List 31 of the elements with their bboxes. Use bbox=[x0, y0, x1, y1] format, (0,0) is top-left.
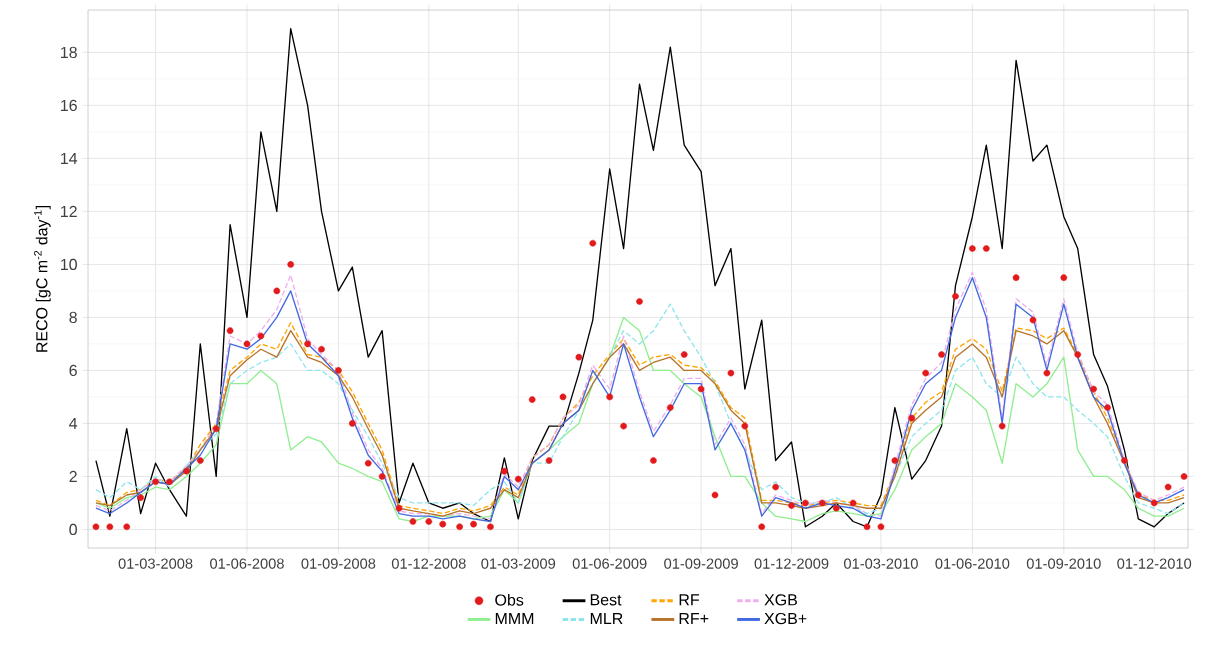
y-tick-label: 2 bbox=[69, 470, 77, 483]
x-tick-label: 01-12-2008 bbox=[391, 558, 466, 569]
y-tick-label: 12 bbox=[61, 205, 77, 217]
legend-label: MMM bbox=[495, 612, 534, 624]
y-axis-title: RECO [gC m$^{-2}$ day$^{-1}$] bbox=[34, 205, 51, 352]
x-tick-label: 01-09-2009 bbox=[664, 558, 738, 569]
x-tick-label: 01-06-2008 bbox=[210, 558, 284, 569]
legend-label: XGB+ bbox=[764, 612, 807, 625]
x-tick-label: 01-09-2008 bbox=[301, 558, 376, 569]
x-tick-label: 01-03-2008 bbox=[118, 558, 193, 569]
legend-label: Best bbox=[590, 594, 622, 606]
x-tick-label: 01-09-2010 bbox=[1026, 558, 1101, 569]
legend-label: MLR bbox=[590, 612, 623, 624]
x-tick-label: 01-03-2009 bbox=[481, 558, 556, 569]
legend-label: RF bbox=[679, 594, 700, 606]
legend-label: RF+ bbox=[679, 612, 709, 624]
x-tick-label: 01-03-2010 bbox=[844, 558, 918, 569]
y-tick-label: 10 bbox=[61, 258, 77, 271]
x-tick-label: 01-12-2010 bbox=[1117, 558, 1192, 569]
y-tick-label: 16 bbox=[61, 99, 77, 112]
y-tick-label: 18 bbox=[61, 46, 77, 59]
x-tick-label: 01-12-2009 bbox=[754, 558, 829, 569]
x-tick-label: 01-06-2009 bbox=[572, 558, 647, 569]
y-tick-label: 8 bbox=[69, 311, 77, 324]
legend-label: XGB bbox=[764, 594, 797, 606]
legend-label: Obs bbox=[495, 593, 524, 606]
y-tick-label: 0 bbox=[69, 523, 77, 536]
y-tick-label: 14 bbox=[61, 152, 78, 164]
y-tick-label: 4 bbox=[69, 417, 78, 429]
x-tick-label: 01-06-2010 bbox=[935, 558, 1010, 569]
y-tick-label: 6 bbox=[69, 364, 77, 377]
